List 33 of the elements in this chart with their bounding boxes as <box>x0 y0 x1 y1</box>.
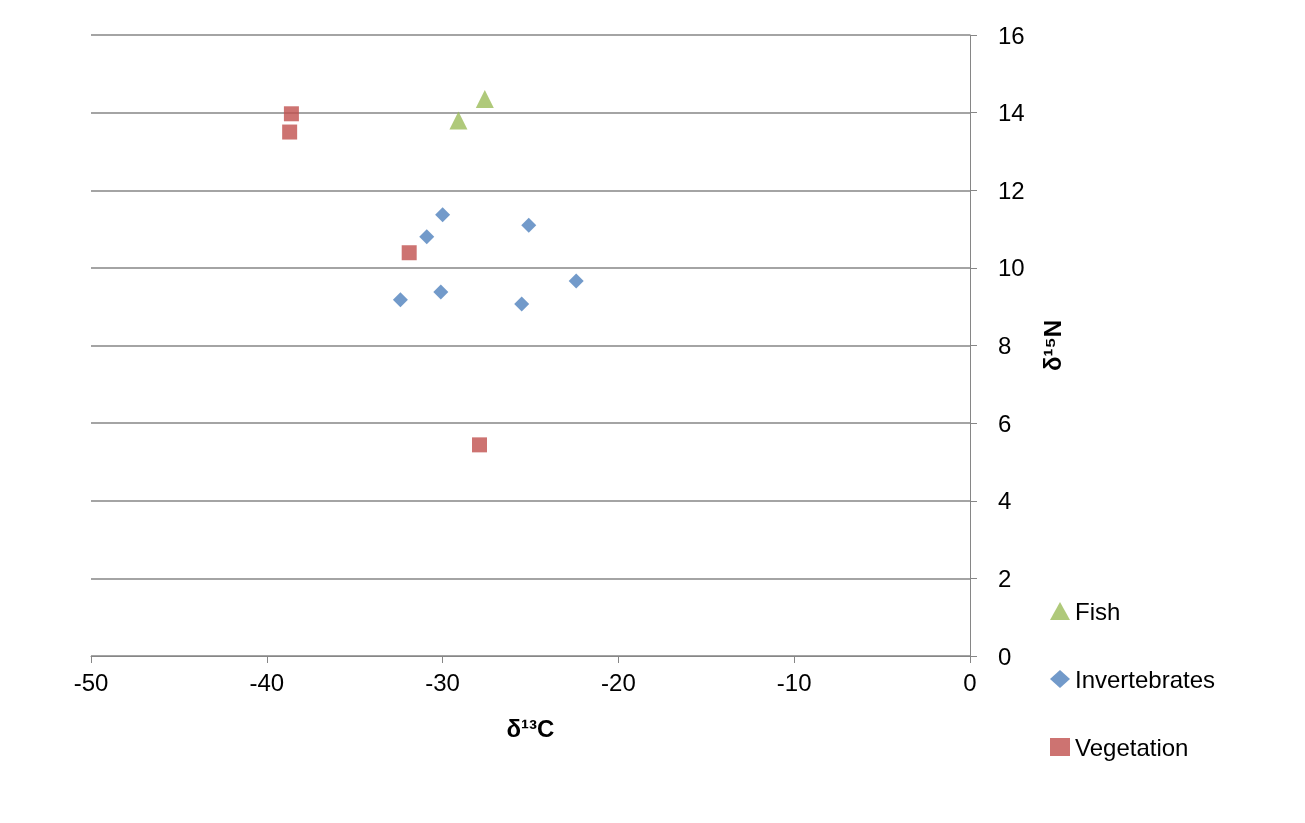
point <box>419 229 435 245</box>
y-tick-label: 14 <box>998 99 1025 127</box>
legend-label: Invertebrates <box>1075 665 1216 693</box>
point <box>392 292 408 308</box>
point <box>568 273 584 289</box>
x-tick-label: -20 <box>601 668 636 696</box>
legend-label: Vegetation <box>1075 733 1189 761</box>
x-tick-label: -40 <box>249 668 285 696</box>
point <box>282 124 298 140</box>
y-tick-label: 0 <box>998 642 1012 670</box>
y-tick-label: 4 <box>998 487 1012 515</box>
y-axis-title: δ¹⁵N <box>1038 319 1066 372</box>
point <box>433 284 449 300</box>
point <box>401 245 417 261</box>
point <box>472 437 488 453</box>
point <box>449 111 468 130</box>
x-tick-label: -10 <box>776 668 812 696</box>
y-tick-label: 2 <box>998 564 1012 592</box>
point <box>435 207 451 223</box>
y-tick-label: 8 <box>998 332 1012 359</box>
y-tick-label: 12 <box>998 176 1025 204</box>
x-tick-label: 0 <box>963 668 977 696</box>
point <box>521 217 537 233</box>
y-tick-label: 10 <box>998 254 1025 282</box>
point <box>475 90 494 109</box>
y-tick-label: 6 <box>998 409 1012 437</box>
x-axis-title: δ¹³C <box>506 714 555 742</box>
point <box>283 106 299 122</box>
point <box>514 296 530 312</box>
legend-label: Fish <box>1075 597 1121 625</box>
y-tick-label: 16 <box>998 21 1025 49</box>
x-tick-label: -30 <box>425 668 460 696</box>
x-tick-label: -50 <box>73 668 109 696</box>
